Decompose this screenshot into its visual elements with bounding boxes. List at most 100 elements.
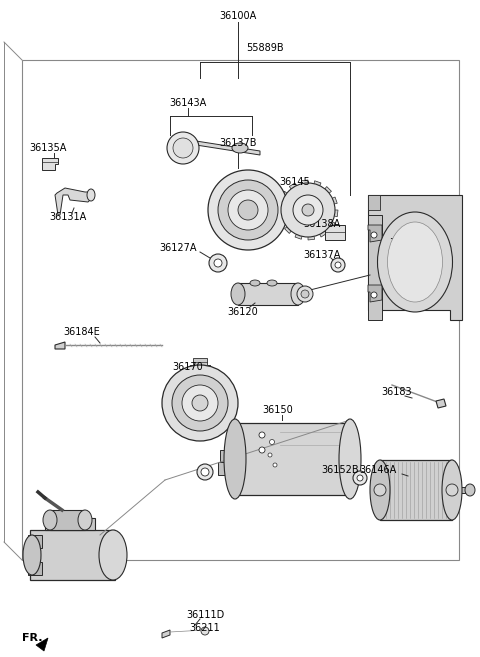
Circle shape xyxy=(357,475,363,481)
Ellipse shape xyxy=(224,419,246,499)
Polygon shape xyxy=(301,180,308,187)
Text: 36138A: 36138A xyxy=(303,219,341,229)
Polygon shape xyxy=(327,220,335,229)
Circle shape xyxy=(446,484,458,496)
Polygon shape xyxy=(368,215,382,320)
Polygon shape xyxy=(30,530,115,580)
Polygon shape xyxy=(196,141,260,155)
Polygon shape xyxy=(279,215,287,223)
Ellipse shape xyxy=(99,530,127,580)
Polygon shape xyxy=(308,233,315,240)
Circle shape xyxy=(172,375,228,431)
Text: 36127A: 36127A xyxy=(159,243,197,253)
Polygon shape xyxy=(330,197,337,205)
Polygon shape xyxy=(368,285,382,302)
Text: 36110: 36110 xyxy=(390,238,420,248)
Circle shape xyxy=(371,232,377,238)
Polygon shape xyxy=(318,229,327,237)
Text: 36145: 36145 xyxy=(280,177,311,187)
Text: 36120: 36120 xyxy=(228,307,258,317)
Circle shape xyxy=(297,286,313,302)
Circle shape xyxy=(374,484,386,496)
Polygon shape xyxy=(436,399,446,408)
Circle shape xyxy=(214,259,222,267)
Ellipse shape xyxy=(231,283,245,305)
Polygon shape xyxy=(368,195,462,320)
Text: 36183: 36183 xyxy=(382,387,412,397)
Text: 36150: 36150 xyxy=(263,405,293,415)
Text: 36211: 36211 xyxy=(190,623,220,633)
Circle shape xyxy=(208,170,288,250)
Text: 36152B: 36152B xyxy=(321,465,359,475)
Text: 36100A: 36100A xyxy=(219,11,257,21)
Ellipse shape xyxy=(442,460,462,520)
Polygon shape xyxy=(323,187,332,195)
Text: 55889B: 55889B xyxy=(246,43,284,53)
Polygon shape xyxy=(50,510,85,530)
Ellipse shape xyxy=(387,222,443,302)
Text: FR.: FR. xyxy=(22,633,43,643)
Circle shape xyxy=(201,468,209,476)
Ellipse shape xyxy=(23,535,41,575)
Polygon shape xyxy=(193,358,207,366)
Text: 36111D: 36111D xyxy=(186,610,224,620)
Ellipse shape xyxy=(370,460,390,520)
Text: 36137B: 36137B xyxy=(219,138,257,148)
Polygon shape xyxy=(36,638,48,651)
Polygon shape xyxy=(28,535,42,548)
Ellipse shape xyxy=(43,510,57,530)
Text: 36131A: 36131A xyxy=(49,212,86,222)
Circle shape xyxy=(177,142,189,154)
Circle shape xyxy=(238,200,258,220)
Circle shape xyxy=(269,440,275,445)
Circle shape xyxy=(209,254,227,272)
Circle shape xyxy=(201,627,209,635)
Circle shape xyxy=(228,190,268,230)
Polygon shape xyxy=(235,423,350,495)
Circle shape xyxy=(192,395,208,411)
Polygon shape xyxy=(28,562,42,575)
Ellipse shape xyxy=(250,280,260,286)
Polygon shape xyxy=(42,158,58,170)
Polygon shape xyxy=(452,487,470,493)
Polygon shape xyxy=(55,188,92,215)
Text: 36184E: 36184E xyxy=(64,327,100,337)
Polygon shape xyxy=(190,365,210,373)
Polygon shape xyxy=(218,462,240,475)
Circle shape xyxy=(335,262,341,268)
Polygon shape xyxy=(278,203,285,210)
Ellipse shape xyxy=(377,212,453,312)
Polygon shape xyxy=(289,183,298,191)
Polygon shape xyxy=(45,518,95,530)
Circle shape xyxy=(259,447,265,453)
Polygon shape xyxy=(313,181,321,189)
Polygon shape xyxy=(331,210,338,217)
Polygon shape xyxy=(368,195,380,210)
Polygon shape xyxy=(281,191,289,200)
Circle shape xyxy=(371,292,377,298)
Circle shape xyxy=(268,453,272,457)
Circle shape xyxy=(167,132,199,164)
Circle shape xyxy=(218,180,278,240)
Ellipse shape xyxy=(339,419,361,499)
Polygon shape xyxy=(162,630,170,638)
Ellipse shape xyxy=(78,510,92,530)
Ellipse shape xyxy=(465,484,475,496)
Text: 36143A: 36143A xyxy=(169,98,206,108)
Circle shape xyxy=(197,464,213,480)
Circle shape xyxy=(259,432,265,438)
Ellipse shape xyxy=(267,280,277,286)
Ellipse shape xyxy=(87,189,95,201)
Text: 36137A: 36137A xyxy=(303,250,341,260)
Bar xyxy=(22,60,459,560)
Circle shape xyxy=(281,183,335,237)
Circle shape xyxy=(301,290,309,298)
Circle shape xyxy=(293,195,323,225)
Ellipse shape xyxy=(291,283,305,305)
Circle shape xyxy=(182,385,218,421)
Circle shape xyxy=(173,138,193,158)
Polygon shape xyxy=(380,460,452,520)
Text: 36170: 36170 xyxy=(173,362,204,372)
Circle shape xyxy=(302,204,314,216)
Circle shape xyxy=(162,365,238,441)
